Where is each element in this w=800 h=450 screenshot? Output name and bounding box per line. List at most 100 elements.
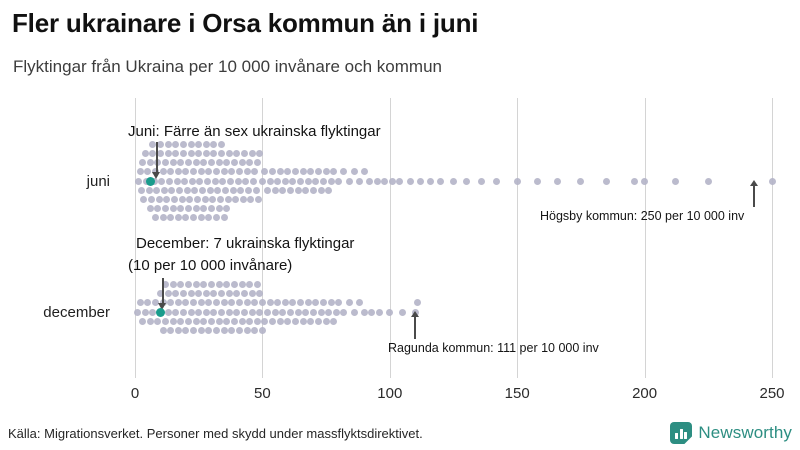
swarm-dot	[317, 186, 325, 194]
swarm-dot	[255, 195, 263, 203]
swarm-dot	[304, 177, 312, 185]
swarm-dot	[183, 186, 191, 194]
swarm-dot	[248, 149, 256, 157]
swarm-dot	[139, 317, 147, 325]
page-title: Fler ukrainare i Orsa kommun än i juni	[12, 8, 479, 38]
swarm-dot	[251, 326, 259, 334]
swarm-dot	[235, 299, 243, 307]
swarm-dot	[218, 308, 226, 316]
swarm-dot	[297, 299, 305, 307]
swarm-dot	[427, 177, 435, 185]
swarm-dot	[215, 280, 223, 288]
swarm-dot	[202, 290, 210, 298]
swarm-dot	[153, 186, 161, 194]
swarm-dot	[330, 168, 338, 176]
swarm-dot	[220, 214, 228, 222]
swarm-dot	[225, 308, 233, 316]
swarm-dot	[159, 326, 167, 334]
swarm-dot	[263, 308, 271, 316]
swarm-dot	[309, 308, 317, 316]
swarm-dot	[309, 186, 317, 194]
swarm-dot	[210, 290, 218, 298]
swarm-dot	[281, 299, 289, 307]
swarm-dot	[187, 140, 195, 148]
swarm-dot	[162, 205, 170, 213]
swarm-dot	[165, 177, 173, 185]
swarm-dot	[312, 177, 320, 185]
swarm-dot	[192, 280, 200, 288]
swarm-dot	[185, 205, 192, 213]
swarm-dot	[220, 326, 228, 334]
swarm-dot	[188, 177, 196, 185]
swarm-dot	[368, 308, 376, 316]
swarm-dot	[220, 299, 228, 307]
swarm-dot	[224, 195, 232, 203]
swarm-dot	[577, 177, 585, 185]
swarm-dot	[193, 195, 201, 203]
swarm-dot	[215, 205, 223, 213]
swarm-dot	[247, 195, 255, 203]
swarm-dot	[704, 177, 712, 185]
swarm-dot	[243, 326, 251, 334]
swarm-dot	[178, 195, 186, 203]
brand-name: Newsworthy	[698, 423, 792, 442]
swarm-dot	[192, 205, 200, 213]
swarm-dot	[281, 177, 289, 185]
swarm-dot	[284, 168, 292, 176]
y-axis-label-december: december	[43, 304, 110, 321]
swarm-dot	[173, 177, 181, 185]
swarm-dot	[182, 168, 190, 176]
swarm-dot	[233, 290, 241, 298]
annotation-hogsby-arrow-line	[753, 186, 755, 207]
swarm-dot	[195, 149, 203, 157]
swarm-dot	[478, 177, 486, 185]
swarm-dot	[141, 308, 149, 316]
swarm-dot	[202, 140, 210, 148]
swarm-dot	[181, 177, 189, 185]
swarm-dot	[234, 177, 242, 185]
swarm-dot	[381, 177, 389, 185]
swarm-dot	[228, 326, 236, 334]
swarm-dot	[200, 159, 208, 167]
swarm-dot	[199, 186, 207, 194]
swarm-dot	[179, 149, 187, 157]
swarm-dot	[218, 149, 226, 157]
swarm-dot	[238, 280, 246, 288]
bar-chart-icon	[670, 422, 693, 444]
swarm-dot	[174, 214, 182, 222]
swarm-dot	[286, 186, 294, 194]
swarm-dot	[246, 317, 254, 325]
swarm-dot	[304, 299, 312, 307]
swarm-dot	[253, 317, 261, 325]
swarm-dot	[172, 149, 180, 157]
swarm-dot	[345, 299, 353, 307]
swarm-dot	[162, 159, 170, 167]
swarm-dot	[190, 326, 198, 334]
swarm-dot	[177, 205, 185, 213]
swarm-dot	[399, 308, 407, 316]
swarm-dot	[146, 317, 154, 325]
y-axis-label-juni: juni	[86, 173, 110, 190]
swarm-dot	[238, 159, 246, 167]
swarm-dot	[248, 290, 256, 298]
swarm-dot	[167, 214, 175, 222]
swarm-dot	[243, 168, 251, 176]
swarm-dot	[269, 168, 277, 176]
swarm-dot	[207, 205, 215, 213]
swarm-dot	[355, 299, 363, 307]
swarm-dot	[160, 186, 168, 194]
swarm-dot	[195, 140, 203, 148]
swarm-dot	[159, 214, 167, 222]
swarm-dot	[172, 290, 180, 298]
swarm-dot	[307, 317, 315, 325]
swarm-dot	[172, 308, 180, 316]
swarm-dot	[228, 299, 236, 307]
swarm-dot	[312, 299, 320, 307]
swarm-dot	[197, 168, 205, 176]
annotation-hogsby-arrow-head	[750, 180, 758, 186]
swarm-dot	[233, 149, 241, 157]
swarm-dot	[192, 159, 200, 167]
swarm-dot	[156, 140, 164, 148]
swarm-dot	[317, 308, 325, 316]
